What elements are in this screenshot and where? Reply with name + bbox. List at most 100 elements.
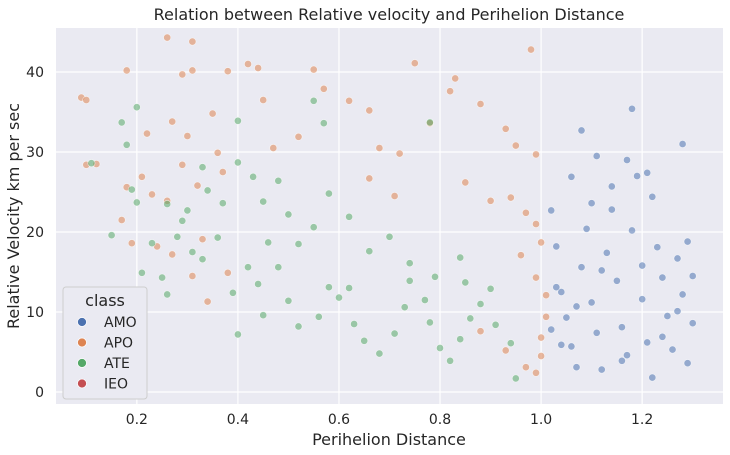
data-point-amo <box>658 273 667 282</box>
data-point-ate <box>309 96 318 105</box>
y-tick-label: 20 <box>26 225 44 241</box>
legend-label-apo: APO <box>104 336 133 352</box>
data-point-amo <box>618 356 626 365</box>
legend-marker-ate <box>77 358 87 368</box>
data-point-ate <box>385 232 394 241</box>
data-point-amo <box>562 313 571 322</box>
data-point-apo <box>143 129 151 138</box>
data-point-ate <box>127 185 136 194</box>
data-point-apo <box>390 192 399 200</box>
data-point-apo <box>522 208 530 217</box>
data-point-apo <box>451 74 460 83</box>
data-point-ate <box>324 283 333 292</box>
data-point-apo <box>501 346 510 355</box>
data-point-amo <box>643 168 652 177</box>
data-point-ate <box>345 212 353 221</box>
data-point-ate <box>476 300 485 308</box>
data-point-amo <box>653 243 662 252</box>
data-point-apo <box>522 363 530 372</box>
data-point-ate <box>284 296 293 305</box>
data-point-ate <box>188 248 197 256</box>
data-point-apo <box>375 144 384 152</box>
data-point-ate <box>365 247 374 256</box>
data-point-amo <box>668 345 677 354</box>
data-point-ate <box>198 255 207 264</box>
data-point-ate <box>319 119 328 128</box>
data-point-ate <box>456 335 465 344</box>
data-point-ate <box>163 290 172 299</box>
data-point-ate <box>511 374 520 383</box>
data-point-ate <box>420 296 429 304</box>
data-point-ate <box>158 273 166 282</box>
data-point-ate <box>132 198 141 207</box>
data-point-apo <box>244 60 252 68</box>
data-point-apo <box>178 160 187 169</box>
data-point-ate <box>461 278 470 287</box>
data-point-apo <box>198 235 207 244</box>
y-tick-label: 10 <box>26 305 44 321</box>
data-point-amo <box>623 351 631 360</box>
data-point-amo <box>638 295 647 304</box>
data-point-apo <box>254 64 262 72</box>
data-point-amo <box>678 140 687 148</box>
data-point-amo <box>628 104 636 113</box>
data-point-amo <box>663 312 672 320</box>
data-point-ate <box>446 356 454 365</box>
data-point-ate <box>375 349 384 358</box>
data-point-amo <box>602 248 611 257</box>
data-point-amo <box>623 156 631 164</box>
x-tick-label: 1.0 <box>530 412 552 428</box>
data-point-ate <box>284 210 293 219</box>
data-point-apo <box>309 65 318 74</box>
legend-title: class <box>85 291 125 310</box>
legend-box <box>62 286 148 400</box>
data-point-ate <box>335 293 343 302</box>
data-point-amo <box>552 283 561 292</box>
data-point-apo <box>476 327 485 336</box>
data-point-ate <box>274 263 283 272</box>
data-point-apo <box>532 150 540 159</box>
data-point-ate <box>178 216 187 225</box>
data-point-ate <box>163 200 172 208</box>
data-point-ate <box>436 344 444 352</box>
data-point-amo <box>607 205 616 214</box>
data-point-ate <box>249 172 257 181</box>
y-tick-label: 0 <box>35 385 44 401</box>
data-point-amo <box>577 126 586 135</box>
data-point-apo <box>223 67 232 76</box>
data-point-amo <box>592 152 601 160</box>
data-point-ate <box>148 239 156 248</box>
data-point-apo <box>395 149 404 158</box>
series-apo <box>77 33 550 377</box>
y-axis-title: Relative Velocity km per sec <box>4 103 23 329</box>
series-amo <box>547 104 697 382</box>
data-point-apo <box>193 181 202 190</box>
chart-title: Relation between Relative velocity and P… <box>154 5 625 24</box>
data-point-amo <box>678 290 687 299</box>
data-point-amo <box>597 365 606 374</box>
data-point-ate <box>350 320 358 328</box>
data-point-amo <box>688 319 697 328</box>
data-point-ate <box>233 330 242 339</box>
data-point-amo <box>587 199 596 208</box>
data-point-amo <box>577 263 586 272</box>
data-point-ate <box>117 118 126 127</box>
data-point-apo <box>461 178 470 187</box>
data-point-amo <box>648 373 657 382</box>
data-point-amo <box>673 307 682 316</box>
data-point-apo <box>117 216 126 224</box>
data-point-amo <box>673 254 682 263</box>
data-point-amo <box>658 332 667 341</box>
y-tick-label: 30 <box>26 145 44 161</box>
data-point-apo <box>506 193 515 202</box>
data-point-apo <box>517 251 525 260</box>
data-point-ate <box>198 163 207 172</box>
data-point-apo <box>410 59 419 68</box>
x-tick-label: 0.6 <box>328 412 350 428</box>
data-point-apo <box>218 168 227 176</box>
data-point-ate <box>183 206 192 215</box>
data-point-ate <box>233 158 242 167</box>
data-point-apo <box>501 124 510 133</box>
data-point-apo <box>183 132 192 140</box>
data-point-amo <box>643 338 652 347</box>
